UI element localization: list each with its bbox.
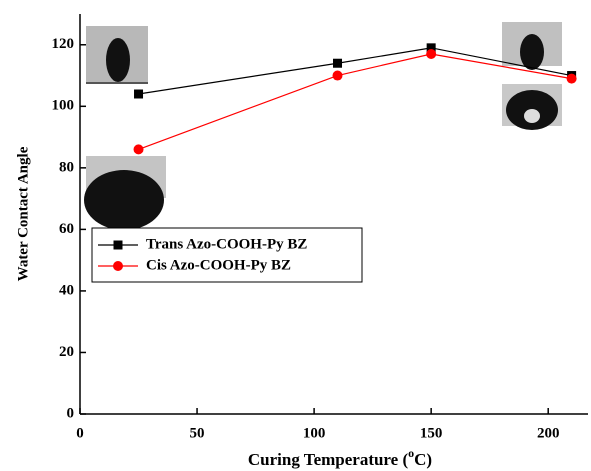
x-tick-label: 100	[303, 425, 326, 441]
x-tick-label: 150	[420, 425, 443, 441]
y-tick-label: 40	[59, 282, 74, 298]
data-point	[566, 73, 577, 84]
legend-marker	[113, 261, 123, 271]
y-tick-label: 60	[59, 221, 74, 237]
data-point	[134, 89, 144, 99]
data-point	[426, 43, 436, 53]
legend-label: Cis Azo-COOH-Py BZ	[146, 257, 291, 273]
legend-marker	[113, 240, 123, 250]
y-tick-label: 20	[59, 344, 74, 360]
x-label-text: Curing Temperature (	[248, 450, 409, 469]
x-tick-label: 50	[190, 425, 205, 441]
data-point	[133, 144, 144, 155]
legend-label: Trans Azo-COOH-Py BZ	[146, 236, 307, 252]
series-line	[138, 47, 572, 95]
y-axis-label: Water Contact Angle	[15, 146, 31, 281]
x-tick-label: 0	[76, 425, 84, 441]
series-line	[138, 53, 572, 150]
legend-box	[91, 227, 363, 283]
data-point	[426, 49, 437, 59]
x-axis-label: Curing Temperature (oC)	[248, 446, 432, 469]
x-tick-label: 200	[537, 425, 560, 441]
data-point	[333, 58, 343, 68]
y-tick-label: 80	[59, 159, 74, 175]
x-label-suffix: C)	[414, 450, 432, 469]
data-point	[332, 70, 343, 81]
y-tick-label: 0	[67, 405, 75, 421]
x-label-superscript: o	[408, 446, 414, 460]
y-tick-label: 100	[52, 98, 75, 114]
y-tick-label: 120	[52, 36, 75, 52]
droplet-insets	[84, 22, 562, 230]
